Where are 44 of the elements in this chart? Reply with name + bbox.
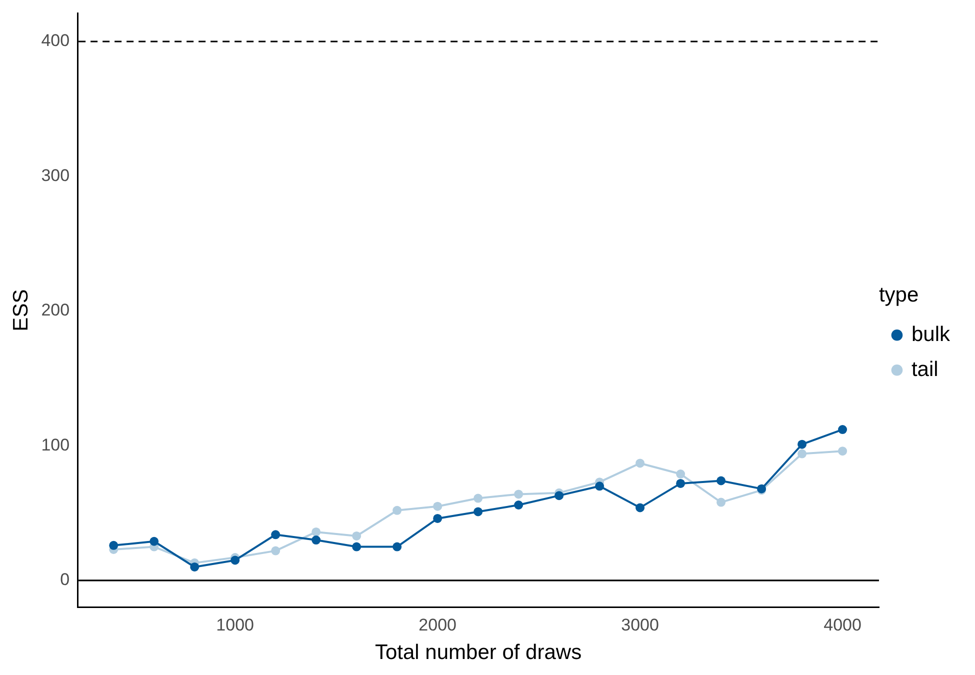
- x-tick-label: 4000: [824, 615, 862, 634]
- point: [150, 536, 159, 546]
- point: [514, 490, 524, 499]
- point: [271, 530, 280, 540]
- point: [838, 425, 848, 434]
- point: [474, 494, 483, 503]
- y-tick-label: 300: [41, 166, 70, 185]
- point: [514, 500, 524, 510]
- y-tick-label: 100: [41, 435, 70, 454]
- point: [230, 556, 240, 565]
- point: [109, 540, 118, 550]
- legend-label: tail: [911, 358, 938, 381]
- point: [352, 542, 362, 552]
- point: [798, 449, 807, 458]
- point: [716, 498, 726, 507]
- x-tick-label: 1000: [216, 615, 254, 634]
- point: [392, 542, 402, 552]
- point: [312, 536, 321, 545]
- x-tick-label: 2000: [418, 615, 456, 634]
- x-axis-title: Total number of draws: [374, 641, 582, 664]
- legend-title: type: [878, 284, 919, 307]
- point: [798, 440, 807, 449]
- point: [554, 491, 564, 500]
- point: [392, 506, 402, 515]
- point: [838, 446, 848, 456]
- x-tick-label: 3000: [621, 615, 659, 634]
- point: [352, 531, 362, 540]
- y-axis-title: ESS: [9, 289, 32, 332]
- point: [636, 503, 645, 512]
- y-tick-label: 0: [60, 570, 70, 590]
- point: [433, 502, 442, 511]
- point: [190, 562, 200, 572]
- point: [312, 527, 321, 536]
- point: [474, 507, 483, 516]
- point: [595, 482, 604, 491]
- legend-label: bulk: [911, 322, 950, 346]
- point: [676, 478, 686, 488]
- point: [676, 470, 686, 479]
- point: [636, 458, 645, 468]
- y-tick-label: 200: [41, 300, 70, 320]
- point: [433, 514, 442, 523]
- point: [271, 546, 280, 556]
- point: [716, 476, 726, 486]
- y-tick-label: 400: [41, 31, 70, 50]
